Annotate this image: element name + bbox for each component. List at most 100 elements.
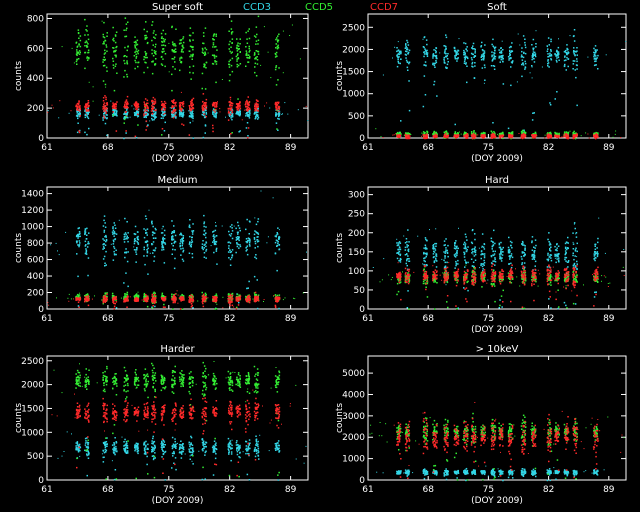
point-ccd5 [614, 133, 616, 135]
point-ccd7 [174, 112, 176, 114]
x-tick-label: 68 [422, 143, 434, 153]
point-ccd7 [245, 106, 247, 108]
point-ccd3 [254, 242, 257, 245]
point-ccd3 [498, 49, 500, 51]
point-ccd5 [236, 44, 239, 46]
point-ccd3 [102, 119, 104, 121]
point-ccd5 [182, 47, 185, 49]
point-ccd3 [182, 236, 184, 239]
point-ccd7 [136, 300, 138, 302]
point-ccd3 [593, 58, 596, 60]
point-ccd3 [191, 256, 194, 259]
point-ccd5 [230, 298, 233, 300]
point-ccd3 [423, 51, 426, 53]
point-ccd5 [474, 132, 477, 134]
point-ccd3 [397, 41, 399, 43]
point-ccd3 [161, 242, 163, 244]
point-ccd3 [179, 242, 181, 245]
point-ccd5 [521, 132, 523, 135]
point-ccd3 [228, 230, 230, 233]
point-ccd7 [212, 127, 214, 129]
point-ccd3 [137, 116, 139, 118]
point-ccd3 [564, 51, 567, 53]
point-ccd5 [105, 66, 108, 69]
point-ccd5 [171, 295, 173, 297]
point-ccd3 [521, 59, 524, 61]
point-ccd7 [105, 298, 107, 301]
point-ccd5 [152, 292, 155, 295]
point-ccd5 [161, 44, 163, 47]
point-ccd3 [507, 127, 510, 130]
point-ccd7 [202, 298, 205, 301]
point-ccd3 [480, 45, 483, 47]
point-ccd5 [236, 306, 238, 309]
point-ccd3 [436, 95, 438, 97]
point-ccd3 [474, 55, 477, 57]
point-ccd3 [103, 231, 105, 233]
point-ccd5 [191, 58, 193, 60]
point-ccd5 [443, 131, 446, 133]
point-ccd3 [125, 233, 127, 236]
point-ccd5 [162, 58, 164, 60]
point-ccd3 [228, 114, 231, 116]
point-ccd3 [425, 39, 428, 41]
point-ccd5 [106, 70, 108, 72]
point-ccd7 [134, 103, 137, 105]
point-ccd5 [112, 39, 114, 41]
point-ccd7 [174, 110, 176, 112]
point-ccd7 [564, 134, 566, 136]
point-ccd3 [124, 238, 126, 240]
y-tick-label: 800 [27, 239, 44, 249]
point-ccd5 [103, 41, 105, 43]
point-ccd7 [174, 101, 176, 104]
point-ccd7 [216, 102, 218, 104]
point-ccd3 [136, 231, 139, 233]
point-ccd5 [572, 131, 575, 134]
point-ccd7 [575, 134, 578, 136]
point-ccd7 [147, 107, 149, 110]
point-ccd3 [465, 56, 468, 58]
point-ccd5 [152, 55, 155, 57]
point-ccd7 [85, 110, 88, 112]
point-ccd5 [76, 51, 78, 53]
point-ccd5 [215, 294, 218, 297]
point-ccd3 [191, 231, 194, 233]
point-ccd5 [113, 89, 116, 92]
point-ccd5 [78, 53, 81, 55]
point-ccd5 [483, 132, 485, 135]
point-ccd3 [554, 98, 556, 100]
point-ccd3 [433, 54, 435, 57]
point-ccd5 [70, 298, 72, 300]
point-ccd5 [115, 31, 118, 33]
point-ccd3 [171, 239, 174, 241]
point-ccd3 [483, 50, 486, 52]
point-ccd5 [143, 297, 145, 300]
point-ccd5 [102, 297, 105, 300]
point-ccd3 [190, 113, 193, 116]
point-ccd7 [544, 137, 546, 139]
point-ccd7 [87, 100, 90, 102]
point-ccd3 [397, 49, 400, 51]
point-ccd3 [248, 115, 250, 118]
point-ccd7 [115, 107, 117, 110]
point-ccd5 [171, 293, 173, 295]
point-ccd7 [227, 295, 230, 298]
point-ccd7 [112, 111, 114, 113]
point-ccd3 [275, 114, 278, 116]
point-ccd3 [563, 65, 566, 68]
point-ccd7 [126, 102, 129, 105]
point-ccd5 [144, 56, 146, 59]
point-ccd5 [146, 36, 148, 39]
point-ccd7 [278, 110, 280, 113]
point-ccd3 [133, 240, 136, 243]
point-ccd5 [231, 57, 234, 60]
point-ccd3 [152, 252, 154, 254]
point-ccd7 [235, 103, 238, 105]
point-ccd7 [436, 136, 438, 139]
point-ccd3 [492, 57, 495, 60]
point-ccd5 [435, 131, 438, 134]
point-ccd3 [593, 65, 595, 67]
point-ccd7 [104, 298, 106, 300]
point-ccd3 [212, 112, 214, 114]
point-ccd5 [454, 131, 457, 133]
